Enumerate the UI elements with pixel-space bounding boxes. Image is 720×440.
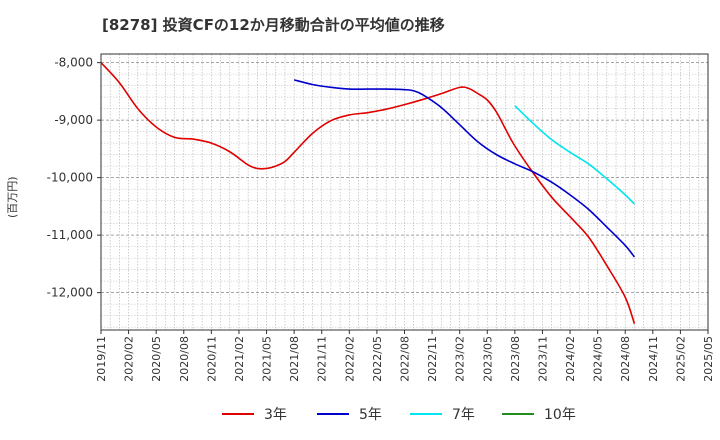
x-tick-label: 2025/02 [674,336,687,382]
x-tick-label: 2025/05 [702,336,715,382]
series-line-2 [293,79,636,258]
series-layer [100,62,636,324]
legend-label: 7年 [452,407,475,423]
x-tick-label: 2020/11 [205,336,218,382]
legend: 3年 5年 7年 10年 [222,407,576,423]
axis-layer: -8,000 -9,000 -10,000 -11,000 -12,000 2019/11… [47,53,715,382]
legend-label: 5年 [359,407,382,423]
x-tick-label: 2021/05 [261,336,274,382]
x-tick-label: 2024/05 [592,336,605,382]
series-line-1 [100,62,636,324]
x-tick-label: 2022/02 [343,336,356,382]
x-tick-label: 2023/08 [509,336,522,382]
y-tick-label: -8,000 [54,56,93,70]
x-tick-label: 2023/11 [536,336,549,382]
y-tick-label: -12,000 [47,286,93,300]
y-tick-label: -10,000 [47,171,93,185]
series-line-3 [514,105,635,205]
x-tick-label: 2022/11 [426,336,439,382]
x-tick-label: 2023/05 [481,336,494,382]
x-tick-label: 2024/02 [564,336,577,382]
x-tick-label: 2022/08 [399,336,412,382]
x-tick-label: 2022/05 [371,336,384,382]
x-tick-label: 2021/11 [316,336,329,382]
x-tick-label: 2021/08 [288,336,301,382]
chart-title: [8278] 投資CFの12か月移動合計の平均値の推移 [102,16,445,34]
x-tick-label: 2020/02 [123,336,136,382]
x-tick-label: 2024/11 [647,336,660,382]
y-tick-label: -9,000 [54,113,93,127]
x-tick-label: 2019/11 [95,336,108,382]
x-tick-label: 2020/05 [150,336,163,382]
x-tick-label: 2023/02 [454,336,467,382]
legend-label: 10年 [544,407,576,423]
x-tick-label: 2020/08 [178,336,191,382]
y-tick-label: -11,000 [47,228,93,242]
legend-label: 3年 [264,407,287,423]
grid-layer [100,54,709,330]
x-tick-label: 2021/02 [233,336,246,382]
x-tick-label: 2024/08 [619,336,632,382]
